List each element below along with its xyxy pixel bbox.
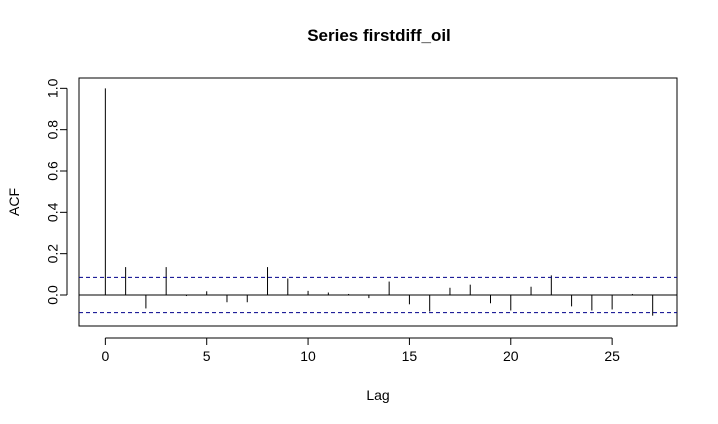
y-tick-label: 0.6 [45,161,61,181]
x-axis: 0 5 10 15 20 25 [101,337,620,364]
x-tick-label: 20 [503,348,519,364]
y-tick-label: 0.0 [45,285,61,305]
x-tick-label: 25 [604,348,620,364]
confidence-bands [79,276,677,314]
y-tick-label: 0.2 [45,244,61,264]
y-axis-label: ACF [6,188,22,216]
y-tick-label: 1.0 [45,78,61,98]
acf-bars [79,88,677,316]
y-tick-label: 0.8 [45,120,61,140]
y-tick-label: 0.4 [45,202,61,222]
y-axis: 0.0 0.2 0.4 0.6 0.8 1.0 [45,78,68,305]
x-tick-label: 10 [300,348,316,364]
x-tick-label: 0 [101,348,109,364]
x-axis-label: Lag [366,387,389,403]
chart-title: Series firstdiff_oil [307,26,451,45]
plot-frame [78,77,678,327]
x-tick-label: 15 [402,348,418,364]
x-tick-label: 5 [203,348,211,364]
